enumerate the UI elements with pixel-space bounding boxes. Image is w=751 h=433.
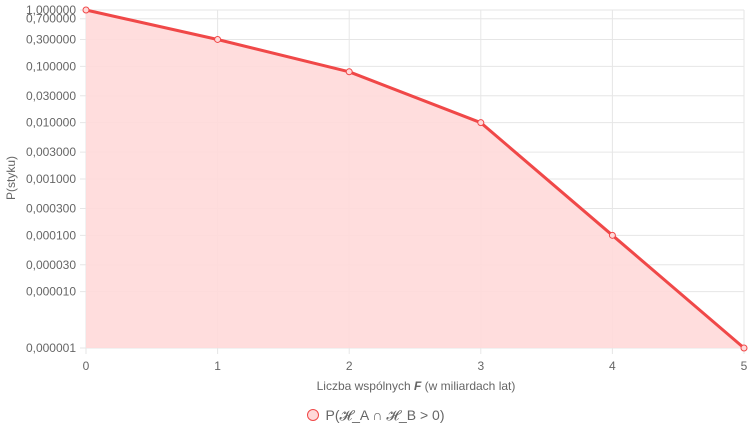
y-tick-label: 0,000010 [26, 285, 76, 299]
x-tick-label: 1 [214, 359, 221, 373]
y-tick-label: 0,000300 [26, 201, 76, 215]
series-line [85, 8, 745, 350]
y-tick-label: 0,100000 [26, 59, 76, 73]
data-point[interactable] [82, 6, 90, 14]
y-tick-label: 0,030000 [26, 89, 76, 103]
x-tick-labels: 0 1 2 3 4 5 [83, 359, 748, 373]
y-tick-label: 0,000030 [26, 258, 76, 272]
data-point[interactable] [214, 35, 222, 43]
x-tick-label: 2 [346, 359, 353, 373]
y-axis-title: P(styku) [4, 156, 18, 200]
x-tick-label: 3 [477, 359, 484, 373]
x-axis-title: Liczba wspólnych F (w miliardach lat) [317, 379, 516, 393]
x-tick-label: 4 [609, 359, 616, 373]
y-tick-label: 0,000001 [26, 341, 76, 355]
legend-label: P(𝓗_A ∩ 𝓗_B > 0) [325, 406, 445, 423]
data-point[interactable] [477, 119, 485, 127]
y-tick-label: 0,000100 [26, 228, 76, 242]
x-axis-title-pre: Liczba wspólnych [317, 379, 414, 393]
x-axis-title-post: (w miliardach lat) [421, 379, 515, 393]
y-tick-label: 0,010000 [26, 116, 76, 130]
data-point[interactable] [740, 344, 748, 352]
x-axis-title-symbol: F [414, 379, 422, 393]
x-tick-label: 0 [83, 359, 90, 373]
data-point[interactable] [345, 68, 353, 76]
data-point[interactable] [608, 231, 616, 239]
data-points [82, 6, 748, 352]
series-area-fill [86, 10, 744, 348]
x-tick-label: 5 [741, 359, 748, 373]
y-tick-label: 0,001000 [26, 172, 76, 186]
legend[interactable]: P(𝓗_A ∩ 𝓗_B > 0) [0, 404, 751, 426]
y-tick-label: 0,300000 [26, 32, 76, 46]
y-tick-label: 1,000000 [26, 3, 76, 17]
y-tick-label: 0,700000 [26, 12, 76, 26]
y-tick-label: 0,003000 [26, 145, 76, 159]
legend-swatch [306, 409, 319, 421]
